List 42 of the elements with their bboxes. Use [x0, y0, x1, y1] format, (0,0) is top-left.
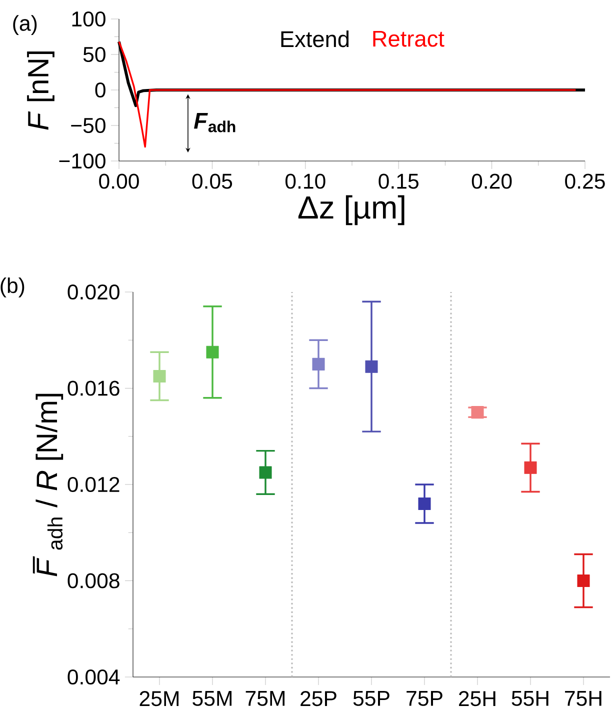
- point: [418, 497, 431, 510]
- point: [153, 370, 166, 382]
- point: [577, 574, 590, 588]
- point: [471, 406, 484, 419]
- x-tick-label: 0.05: [192, 174, 232, 189]
- point: [259, 466, 272, 479]
- x-tick-label: 0.15: [378, 174, 418, 189]
- x-tick-label: 55M: [192, 691, 232, 706]
- point: [206, 346, 219, 358]
- point: [312, 358, 325, 370]
- x-tick-label: 25H: [458, 691, 496, 706]
- series-label: Extend: [281, 30, 349, 48]
- chart-title: (b): [0, 277, 24, 298]
- y-axis-title: F̅$_{adh}$ / R [N/m]: [32, 394, 64, 576]
- x-tick-label: 25P: [300, 691, 336, 706]
- y-tick-label: 0.020: [68, 284, 120, 300]
- y-tick-label: −100: [59, 153, 106, 169]
- y-axis-title: F [nN]: [27, 51, 54, 130]
- x-tick-label: 0.10: [285, 174, 326, 189]
- y-tick-label: 0: [95, 82, 106, 98]
- x-tick-label: 55H: [512, 691, 548, 706]
- chart-title: (a): [13, 15, 37, 36]
- x-tick-label: 0.00: [99, 174, 139, 189]
- point: [524, 461, 537, 474]
- y-tick-label: 0.016: [68, 380, 120, 396]
- y-tick-label: 0.012: [68, 476, 120, 492]
- y-tick-label: 0.004: [68, 669, 120, 685]
- y-tick-label: 0.008: [68, 573, 120, 588]
- x-tick-label: 75M: [246, 691, 284, 706]
- x-tick-label: 0.25: [565, 174, 605, 189]
- y-tick-label: 50: [83, 46, 106, 62]
- y-tick-label: −50: [71, 118, 106, 134]
- x-tick-label: 25M: [140, 691, 178, 706]
- y-tick-label: 100: [72, 11, 106, 27]
- x-tick-label: 0.20: [472, 174, 512, 189]
- x-axis-title: Δz [µm]: [298, 195, 404, 226]
- annotation: F$_{adh}$: [194, 112, 236, 132]
- point: [365, 360, 378, 373]
- series-label: Retract: [373, 30, 444, 47]
- x-tick-label: 75H: [565, 691, 602, 706]
- x-tick-label: 55P: [353, 691, 390, 706]
- x-tick-label: 75P: [406, 691, 442, 706]
